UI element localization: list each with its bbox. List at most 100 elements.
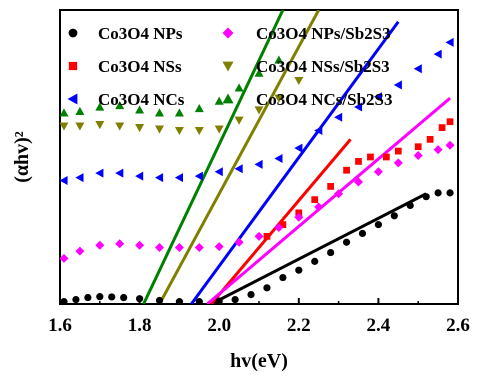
point-co3o4-nps-sb2s3-2: [95, 240, 105, 250]
point-co3o4-nps-sb2s3-9: [234, 237, 244, 247]
point-co3o4-ncs-1: [75, 173, 84, 183]
point-co3o4-nps-sb2s3-17: [393, 158, 403, 168]
point-co3o4-ncs-20: [445, 37, 454, 47]
point-co3o4-nss-sb2s3-3: [115, 122, 125, 131]
point-co3o4-ncs-16: [373, 92, 382, 102]
point-co3o4-ncs-7: [194, 171, 203, 181]
point-co3o4-nps-sb2s3-0: [60, 253, 69, 263]
legend: Co3O4 NPs Co3O4 NSs Co3O4 NCs Co3O4 NPs/…: [67, 24, 393, 109]
point-co3o4-ncs-2: [95, 168, 104, 178]
point-co3o4-nps-1: [72, 295, 80, 304]
point-co3o4-ncs-sb2s3-5: [155, 108, 164, 117]
point-co3o4-nps-18: [342, 238, 351, 246]
point-co3o4-ncs-0: [60, 176, 68, 186]
point-co3o4-nss-sb2s3-9: [234, 116, 244, 125]
legend-item-co3o4-nss-sb2s3: Co3O4 NSs/Sb2S3: [222, 57, 390, 76]
x-tick-label: 1.6: [48, 315, 72, 336]
point-co3o4-nps-23: [422, 193, 430, 201]
legend-marker-co3o4-ncs-sb2s3: [222, 93, 234, 104]
legend-item-co3o4-ncs-sb2s3: Co3O4 NCs/Sb2S3: [222, 90, 393, 109]
point-co3o4-nps-16: [311, 257, 319, 265]
point-co3o4-nss-sb2s3-7: [194, 126, 204, 136]
point-co3o4-nss-sb2s3-12: [294, 76, 304, 86]
legend-item-co3o4-nss: Co3O4 NSs: [68, 57, 182, 76]
point-co3o4-nss-3: [311, 196, 319, 204]
point-co3o4-ncs-sb2s3-2: [95, 102, 105, 111]
point-co3o4-ncs-13: [314, 126, 323, 136]
point-co3o4-nss-sb2s3-6: [174, 126, 184, 136]
point-co3o4-nps-sb2s3-13: [314, 202, 324, 212]
point-co3o4-nss-4: [327, 183, 335, 190]
point-co3o4-nps-14: [279, 273, 287, 282]
point-co3o4-nss-5: [343, 166, 350, 174]
point-co3o4-ncs-sb2s3-10: [254, 68, 264, 77]
point-co3o4-ncs-sb2s3-8: [214, 96, 224, 105]
svg-text:Co3O4 NSs: Co3O4 NSs: [98, 57, 182, 76]
point-co3o4-ncs-3: [115, 168, 124, 178]
point-co3o4-nss-sb2s3-10: [254, 106, 264, 115]
point-co3o4-nps-24: [434, 189, 442, 197]
point-co3o4-ncs-sb2s3-7: [194, 103, 204, 113]
point-co3o4-ncs-14: [334, 112, 343, 122]
legend-item-co3o4-nps: Co3O4 NPs: [68, 24, 183, 43]
point-co3o4-ncs-8: [214, 167, 223, 177]
point-co3o4-ncs-4: [135, 171, 144, 181]
data-markers: [60, 37, 455, 304]
point-co3o4-nss-sb2s3-11: [274, 94, 284, 103]
point-co3o4-nps-sb2s3-3: [115, 239, 125, 249]
svg-text:Co3O4 NSs/Sb2S3: Co3O4 NSs/Sb2S3: [256, 57, 390, 76]
point-co3o4-nps-2: [84, 293, 92, 302]
point-co3o4-ncs-6: [174, 173, 183, 183]
legend-marker-co3o4-nps: [68, 28, 78, 38]
point-co3o4-nps-sb2s3-14: [334, 189, 344, 199]
point-co3o4-ncs-5: [155, 173, 164, 183]
point-co3o4-nps-sb2s3-18: [413, 151, 423, 161]
point-co3o4-nps-sb2s3-11: [274, 223, 284, 233]
point-co3o4-nss-sb2s3-5: [155, 125, 164, 134]
point-co3o4-nps-sb2s3-7: [194, 243, 204, 253]
point-co3o4-nss-1: [279, 221, 287, 228]
point-co3o4-nps-sb2s3-4: [135, 240, 145, 250]
point-co3o4-nps-5: [120, 293, 128, 302]
point-co3o4-nps-4: [108, 293, 116, 301]
fit-line-co3o4-ncs-sb2s3: [142, 10, 285, 304]
fit-line-co3o4-nps: [210, 192, 427, 304]
point-co3o4-nss-6: [355, 158, 362, 165]
legend-item-co3o4-nps-sb2s3: Co3O4 NPs/Sb2S3: [222, 24, 391, 43]
point-co3o4-ncs-sb2s3-1: [75, 106, 85, 116]
point-co3o4-nps-13: [263, 284, 271, 292]
point-co3o4-ncs-sb2s3-3: [115, 101, 125, 110]
point-co3o4-ncs-9: [234, 164, 243, 174]
fit-line-co3o4-ncs: [190, 20, 400, 304]
legend-item-co3o4-ncs: Co3O4 NCs: [67, 90, 185, 109]
point-co3o4-nss-12: [438, 124, 446, 131]
point-co3o4-nps-15: [295, 266, 303, 274]
point-co3o4-nss-11: [426, 135, 434, 143]
point-co3o4-nps-19: [358, 229, 367, 238]
x-tick-label: 2.2: [287, 315, 311, 336]
point-co3o4-nss-8: [382, 153, 390, 161]
point-co3o4-nps-sb2s3-1: [75, 246, 85, 256]
legend-marker-co3o4-nss-sb2s3: [222, 61, 234, 72]
point-co3o4-nps-0: [60, 298, 68, 304]
x-axis-ticks: 1.6 1.8 2.0 2.2 2.4 2.6: [48, 298, 470, 336]
point-co3o4-nss-13: [446, 118, 454, 126]
point-co3o4-nps-sb2s3-19: [433, 145, 443, 155]
fit-line-co3o4-nps-sb2s3: [206, 97, 452, 304]
point-co3o4-nps-sb2s3-20: [445, 140, 455, 150]
x-tick-label: 1.8: [128, 315, 152, 336]
point-co3o4-nps-sb2s3-16: [373, 167, 383, 177]
point-co3o4-nss-sb2s3-4: [135, 124, 145, 133]
legend-marker-co3o4-nps-sb2s3: [222, 27, 234, 39]
y-axis-title: (αhv)²: [11, 131, 33, 183]
fit-line-co3o4-nss-sb2s3: [158, 10, 321, 304]
legend-marker-co3o4-nss: [68, 61, 78, 71]
point-co3o4-nps-sb2s3-15: [354, 177, 363, 187]
point-co3o4-ncs-18: [413, 64, 422, 74]
point-co3o4-nps-sb2s3-5: [155, 243, 164, 253]
svg-text:Co3O4 NCs: Co3O4 NCs: [98, 90, 185, 109]
point-co3o4-nss-0: [263, 233, 271, 240]
point-co3o4-ncs-11: [274, 153, 283, 163]
point-co3o4-nss-sb2s3-0: [60, 122, 69, 131]
